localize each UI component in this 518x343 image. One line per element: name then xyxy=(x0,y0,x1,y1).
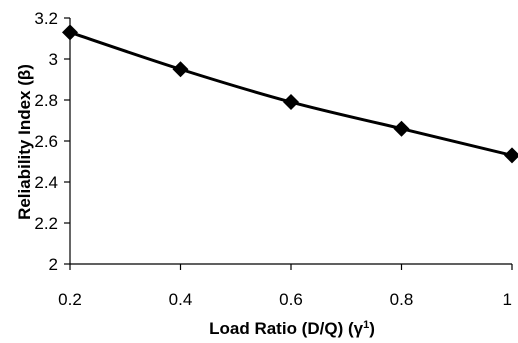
y-tick-label: 2 xyxy=(49,255,58,274)
data-point-marker xyxy=(62,24,78,41)
x-tick-label: 0.4 xyxy=(169,290,193,309)
series-line xyxy=(69,30,513,157)
y-tick-label: 2.4 xyxy=(34,173,58,192)
x-tick-label: 0.6 xyxy=(279,290,303,309)
y-axis-title: Reliability Index (β) xyxy=(15,64,34,220)
x-tick-label: 0.8 xyxy=(390,290,414,309)
y-axis: 2 2.2 2.4 2.6 2.8 3 3.2 xyxy=(34,9,71,274)
y-tick-label: 3.2 xyxy=(34,9,58,28)
data-point-marker xyxy=(283,94,299,111)
data-point-marker xyxy=(504,147,518,164)
x-axis: 0.2 0.4 0.6 0.8 1 xyxy=(58,263,513,309)
y-tick-label: 2.2 xyxy=(34,214,58,233)
y-tick-label: 2.8 xyxy=(34,91,58,110)
x-tick-label: 0.2 xyxy=(58,290,82,309)
data-point-marker xyxy=(393,120,410,137)
y-tick-label: 2.6 xyxy=(34,132,58,151)
x-tick-label: 1 xyxy=(503,290,512,309)
data-point-marker xyxy=(172,61,189,78)
x-axis-title: Load Ratio (D/Q) (γ1) xyxy=(209,319,375,338)
series-layer xyxy=(62,24,518,164)
y-tick-label: 3 xyxy=(49,50,58,69)
